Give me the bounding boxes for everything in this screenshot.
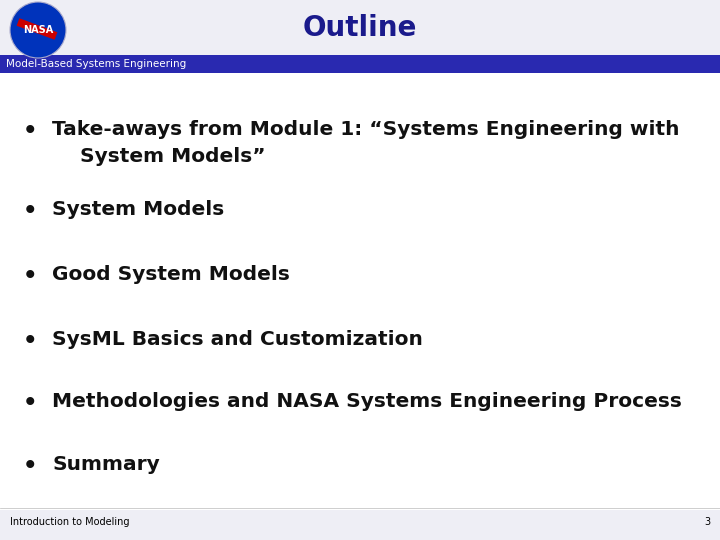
Bar xyxy=(0,55,720,73)
Text: SysML Basics and Customization: SysML Basics and Customization xyxy=(52,330,423,349)
Text: •: • xyxy=(23,120,37,143)
Text: •: • xyxy=(23,392,37,415)
Bar xyxy=(0,73,720,510)
Bar xyxy=(0,0,720,55)
Text: •: • xyxy=(23,330,37,353)
Text: Model-Based Systems Engineering: Model-Based Systems Engineering xyxy=(6,59,186,69)
Text: Summary: Summary xyxy=(52,455,160,474)
Text: System Models: System Models xyxy=(52,200,224,219)
Circle shape xyxy=(10,2,66,58)
Text: •: • xyxy=(23,200,37,223)
FancyArrow shape xyxy=(17,18,58,40)
Text: NASA: NASA xyxy=(23,25,53,35)
Text: Good System Models: Good System Models xyxy=(52,265,290,284)
Text: Methodologies and NASA Systems Engineering Process: Methodologies and NASA Systems Engineeri… xyxy=(52,392,682,411)
Text: Take-aways from Module 1: “Systems Engineering with
    System Models”: Take-aways from Module 1: “Systems Engin… xyxy=(52,120,680,165)
Text: Outline: Outline xyxy=(303,14,417,42)
Text: 3: 3 xyxy=(704,517,710,527)
Text: •: • xyxy=(23,265,37,288)
Text: Introduction to Modeling: Introduction to Modeling xyxy=(10,517,130,527)
Text: •: • xyxy=(23,455,37,478)
